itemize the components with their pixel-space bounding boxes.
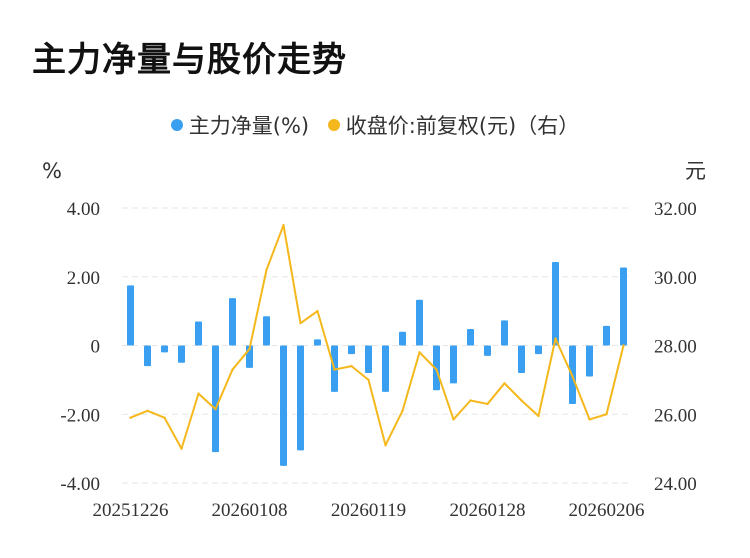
- line-point[interactable]: [367, 378, 370, 382]
- right-tick-label: 30.00: [654, 268, 697, 289]
- x-tick-label: 20260206: [569, 500, 645, 521]
- bar[interactable]: [314, 339, 321, 346]
- bar[interactable]: [161, 345, 168, 353]
- line-point[interactable]: [588, 418, 591, 421]
- line-point[interactable]: [435, 368, 438, 371]
- right-axis-ticks: 32.00 30.00 28.00 26.00 24.00: [654, 199, 697, 495]
- legend-bar-label: 主力净量(%): [188, 114, 310, 138]
- left-tick-label: -4.00: [60, 474, 100, 495]
- line-point[interactable]: [384, 443, 387, 447]
- line-point[interactable]: [231, 368, 234, 371]
- bar-series: [127, 261, 627, 466]
- bar[interactable]: [178, 345, 185, 363]
- line-point[interactable]: [214, 407, 217, 411]
- bar[interactable]: [603, 325, 610, 346]
- bar[interactable]: [501, 320, 508, 346]
- line-point[interactable]: [605, 413, 608, 416]
- bar[interactable]: [586, 345, 593, 377]
- line-series: [129, 223, 625, 450]
- line-point[interactable]: [452, 418, 455, 421]
- legend-item-bar[interactable]: 主力净量(%): [170, 110, 310, 140]
- x-tick-label: 20260128: [450, 500, 526, 521]
- line-point[interactable]: [486, 402, 489, 406]
- legend-line-label: 收盘价:前复权(元)（右）: [345, 114, 580, 138]
- line-point[interactable]: [333, 368, 336, 371]
- grid-lines: [122, 207, 632, 484]
- left-axis-ticks: 4.00 2.00 0 -2.00 -4.00: [60, 199, 100, 495]
- bar[interactable]: [144, 345, 151, 367]
- bar[interactable]: [127, 285, 134, 346]
- bar[interactable]: [382, 345, 389, 392]
- right-tick-label: 24.00: [654, 474, 697, 495]
- line-point[interactable]: [163, 416, 166, 419]
- bar[interactable]: [433, 345, 440, 391]
- x-tick-label: 20251226: [93, 500, 169, 521]
- bar[interactable]: [280, 345, 287, 466]
- line-point[interactable]: [180, 447, 183, 450]
- line-point[interactable]: [401, 409, 404, 413]
- bar[interactable]: [399, 331, 406, 346]
- bar[interactable]: [450, 345, 457, 384]
- left-tick-label: 4.00: [67, 199, 100, 220]
- x-tick-label: 20260108: [212, 500, 288, 521]
- left-tick-label: 0: [91, 337, 101, 358]
- bar[interactable]: [552, 261, 559, 346]
- line-point[interactable]: [554, 337, 557, 340]
- bar[interactable]: [263, 316, 270, 346]
- line-point[interactable]: [265, 268, 268, 272]
- bar[interactable]: [620, 267, 627, 346]
- legend-item-line[interactable]: 收盘价:前复权(元)（右）: [327, 110, 580, 140]
- line-point[interactable]: [418, 351, 421, 354]
- price-line[interactable]: [130, 224, 625, 450]
- bar[interactable]: [416, 299, 423, 346]
- line-point[interactable]: [350, 364, 353, 368]
- line-point[interactable]: [503, 382, 506, 385]
- bar[interactable]: [212, 345, 219, 453]
- line-point[interactable]: [469, 399, 472, 402]
- bar[interactable]: [467, 329, 474, 346]
- line-point[interactable]: [299, 321, 302, 325]
- left-tick-label: 2.00: [67, 268, 100, 289]
- line-point[interactable]: [197, 392, 200, 395]
- right-tick-label: 32.00: [654, 199, 697, 220]
- line-point[interactable]: [248, 347, 251, 351]
- page-title: 主力净量与股价走势: [32, 40, 347, 80]
- x-axis-ticks: 20251226 20260108 20260119 20260128 20260206: [93, 500, 645, 521]
- line-point[interactable]: [520, 399, 523, 402]
- bar[interactable]: [348, 345, 355, 355]
- bar[interactable]: [229, 298, 236, 346]
- left-axis-unit: %: [42, 159, 62, 183]
- line-point[interactable]: [282, 223, 285, 227]
- legend-line-dot: [327, 119, 340, 131]
- x-tick-label: 20260119: [331, 500, 406, 521]
- left-tick-label: -2.00: [60, 405, 100, 426]
- bar[interactable]: [195, 321, 202, 346]
- bar[interactable]: [484, 345, 491, 356]
- line-point[interactable]: [146, 409, 149, 413]
- right-tick-label: 26.00: [654, 405, 697, 426]
- right-tick-label: 28.00: [654, 337, 697, 358]
- chart-legend: 主力净量(%) 收盘价:前复权(元)（右）: [0, 110, 750, 140]
- line-point[interactable]: [571, 375, 574, 378]
- line-point[interactable]: [129, 416, 132, 419]
- line-point[interactable]: [316, 309, 319, 313]
- legend-bar-dot: [170, 119, 183, 131]
- line-point[interactable]: [622, 344, 625, 347]
- bar[interactable]: [297, 345, 304, 451]
- right-axis-unit: 元: [685, 159, 706, 183]
- bar[interactable]: [365, 345, 372, 374]
- bar[interactable]: [535, 345, 542, 355]
- line-point[interactable]: [537, 414, 540, 418]
- bar[interactable]: [518, 345, 525, 374]
